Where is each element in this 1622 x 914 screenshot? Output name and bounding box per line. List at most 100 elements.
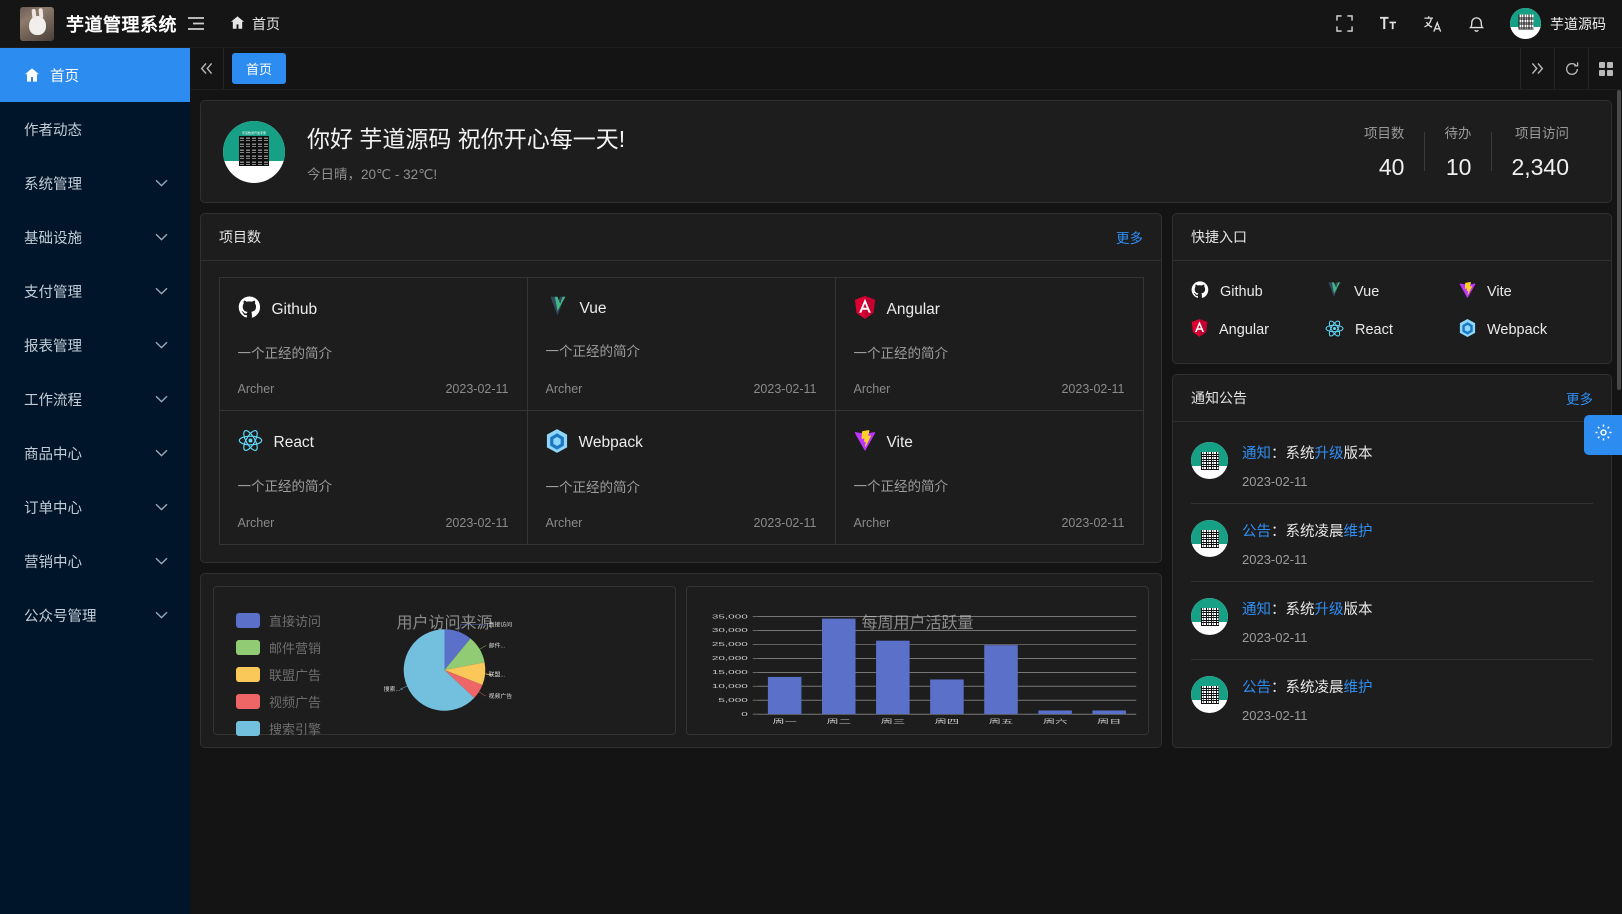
projects-grid: Github 一个正经的简介 Archer 2023-02-11 — [201, 261, 1161, 562]
sidebar-item-product-center[interactable]: 商品中心 — [0, 426, 190, 480]
bell-icon[interactable] — [1456, 4, 1496, 44]
vue-icon — [546, 296, 569, 322]
project-desc: 一个正经的简介 — [237, 345, 333, 361]
project-card[interactable]: Vite 一个正经的简介 Archer 2023-02-11 — [834, 409, 1144, 545]
quick-entry-label: Vite — [1487, 284, 1512, 300]
sidebar-item-order-center[interactable]: 订单中心 — [0, 480, 190, 534]
projects-card-header: 项目数 更多 — [201, 214, 1161, 261]
notice-highlight: 升级 — [1314, 446, 1344, 462]
notice-title: 通知：系统升级版本 — [1242, 442, 1593, 463]
bar[interactable] — [1038, 710, 1072, 715]
welcome-banner: 芋道数通开发手册 你好 芋道源码 祝你开心每一天! 今日晴，20℃ - 32℃!… — [200, 100, 1612, 203]
legend-item: 视频广告 — [236, 692, 321, 711]
notice-sep: ： — [1271, 446, 1286, 462]
breadcrumb-label[interactable]: 首页 — [252, 15, 280, 32]
double-chevron-right-icon[interactable] — [1520, 48, 1554, 89]
pie-chart[interactable]: 用户访问来源 直接访问 邮件营销 联盟广告 视频广告 搜索引擎 直接访问 邮件..… — [213, 586, 676, 737]
notice-item[interactable]: 公告：系统凌晨维护 2023-02-11 — [1191, 660, 1593, 737]
bar[interactable] — [821, 618, 856, 715]
bar[interactable] — [876, 640, 910, 715]
chevron-down-icon — [155, 395, 168, 403]
notice-tag: 公告 — [1242, 680, 1271, 696]
stat-value: 10 — [1445, 154, 1472, 180]
pie-slice[interactable] — [444, 662, 486, 685]
sidebar-item-payment-management[interactable]: 支付管理 — [0, 264, 190, 318]
sidebar-item-infrastructure[interactable]: 基础设施 — [0, 210, 190, 264]
header-actions: 芋道源码 — [1324, 4, 1622, 44]
sidebar-item-label: 订单中心 — [24, 500, 82, 517]
legend-item: 直接访问 — [236, 611, 321, 630]
notice-highlight: 维护 — [1343, 524, 1373, 540]
notices-card: 通知公告 更多 通知：系统升级版本 2023-02-11 — [1172, 374, 1612, 748]
welcome-avatar: 芋道数通开发手册 — [223, 120, 285, 183]
pie-slice[interactable] — [403, 629, 475, 711]
y-axis-tick-label: 15,000 — [712, 669, 748, 675]
y-axis-tick-label: 0 — [741, 711, 748, 717]
quick-entry-vite[interactable]: Vite — [1459, 281, 1593, 303]
sidebar-item-official-account[interactable]: 公众号管理 — [0, 588, 190, 642]
notice-item[interactable]: 公告：系统凌晨维护 2023-02-11 — [1191, 504, 1593, 582]
bar[interactable] — [930, 679, 964, 715]
quick-entry-angular[interactable]: Angular — [1191, 319, 1325, 341]
main-column: 首页 — [190, 48, 1622, 914]
notice-item[interactable]: 通知：系统升级版本 2023-02-11 — [1191, 426, 1593, 504]
project-card[interactable]: Webpack 一个正经的简介 Archer 2023-02-11 — [526, 409, 836, 545]
fullscreen-icon[interactable] — [1324, 4, 1364, 44]
home-icon — [230, 15, 245, 33]
sidebar-item-system-management[interactable]: 系统管理 — [0, 156, 190, 210]
tab-home[interactable]: 首页 — [232, 53, 287, 84]
legend-label: 搜索引擎 — [269, 722, 322, 737]
hamburger-icon[interactable] — [176, 0, 216, 48]
stat-label: 项目数 — [1363, 126, 1405, 141]
project-author: Archer — [853, 381, 891, 396]
font-size-icon[interactable] — [1368, 4, 1408, 44]
project-desc: 一个正经的简介 — [545, 343, 641, 359]
settings-handle[interactable] — [1584, 415, 1622, 455]
project-card[interactable]: Github 一个正经的简介 Archer 2023-02-11 — [218, 276, 528, 411]
sidebar-item-author-news[interactable]: 作者动态 — [0, 102, 190, 156]
refresh-icon[interactable] — [1554, 48, 1588, 89]
project-card[interactable]: Vue 一个正经的简介 Archer 2023-02-11 — [526, 276, 836, 411]
bar[interactable] — [984, 645, 1018, 715]
notices-more-link[interactable]: 更多 — [1566, 392, 1593, 407]
bar[interactable] — [1092, 710, 1126, 715]
welcome-text: 你好 芋道源码 祝你开心每一天! 今日晴，20℃ - 32℃! — [307, 120, 625, 183]
quick-entry-webpack[interactable]: Webpack — [1459, 319, 1593, 341]
notice-title: 公告：系统凌晨维护 — [1242, 520, 1593, 541]
sidebar-item-workflow[interactable]: 工作流程 — [0, 372, 190, 426]
stat-value: 2,340 — [1511, 154, 1569, 180]
project-card[interactable]: Angular 一个正经的简介 Archer 2023-02-11 — [834, 276, 1144, 411]
page-scrollbar[interactable] — [1617, 90, 1622, 914]
projects-card: 项目数 更多 Github — [200, 213, 1162, 563]
chevron-down-icon — [155, 233, 168, 241]
chevron-down-icon — [155, 503, 168, 511]
quick-entry-vue[interactable]: Vue — [1325, 281, 1459, 303]
stat-label: 待办 — [1444, 126, 1472, 141]
grid-icon[interactable] — [1588, 48, 1622, 89]
notices-list: 通知：系统升级版本 2023-02-11 公告：系统凌晨维护 2023-02-1… — [1173, 422, 1611, 747]
pie-slice-label: 搜索... — [384, 685, 401, 693]
sidebar-item-home[interactable]: 首页 — [0, 48, 190, 102]
double-chevron-left-icon[interactable] — [190, 48, 224, 89]
translate-icon[interactable] — [1412, 4, 1452, 44]
legend-item: 邮件营销 — [236, 638, 321, 657]
pie-slice[interactable] — [444, 629, 471, 670]
project-name: Github — [271, 300, 318, 318]
quick-entry-github[interactable]: Github — [1191, 281, 1325, 303]
github-icon — [238, 295, 261, 324]
notice-text-b: 版本 — [1343, 602, 1373, 618]
brand[interactable]: 芋道管理系统 — [0, 6, 177, 41]
project-card[interactable]: React 一个正经的简介 Archer 2023-02-11 — [218, 409, 528, 545]
welcome-stats: 项目数 40 待办 10 项目访问 2,340 — [1344, 122, 1589, 181]
bar[interactable] — [767, 676, 802, 715]
sidebar-item-report-management[interactable]: 报表管理 — [0, 318, 190, 372]
pie-slice[interactable] — [444, 638, 485, 670]
pie-slice[interactable] — [444, 669, 483, 698]
sidebar-item-marketing-center[interactable]: 营销中心 — [0, 534, 190, 588]
projects-more-link[interactable]: 更多 — [1116, 231, 1143, 246]
app-body: 首页 作者动态 系统管理 基础设施 支付管理 — [0, 48, 1622, 914]
user-menu[interactable]: 芋道源码 — [1510, 8, 1606, 39]
quick-entry-react[interactable]: React — [1325, 319, 1459, 341]
notice-item[interactable]: 通知：系统升级版本 2023-02-11 — [1191, 582, 1593, 660]
bar-chart[interactable]: 每周用户活跃量 0 5,000 10,000 15,000 20,000 25,000 30… — [686, 586, 1149, 735]
